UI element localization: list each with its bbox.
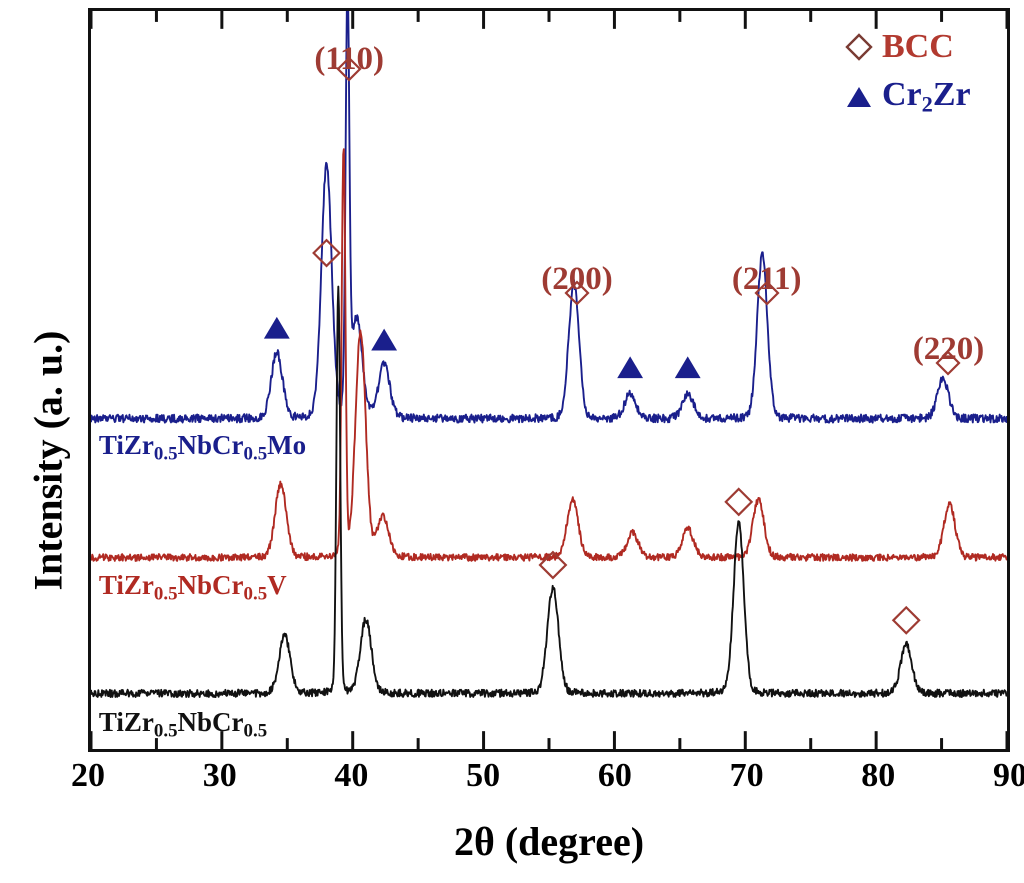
open-diamond-icon [538, 550, 568, 580]
filled-triangle-icon [371, 328, 398, 351]
x-tick-label: 30 [202, 757, 237, 794]
filled-triangle-icon [263, 316, 290, 339]
xrd-curve [91, 148, 1007, 562]
legend-label-bcc: BCC [882, 28, 954, 65]
open-diamond-icon [312, 238, 342, 268]
curve-label: TiZr0.5NbCr0.5 [98, 707, 268, 742]
miller-index-label: (220) [912, 331, 985, 367]
x-tick-label: 80 [861, 757, 896, 794]
x-tick-label: 90 [993, 757, 1024, 794]
open-diamond-icon [724, 487, 754, 517]
xrd-curve [91, 11, 1007, 424]
legend-label-cr2zr: Cr2Zr [882, 76, 971, 117]
x-tick-label: 50 [466, 757, 501, 794]
filled-triangle-icon [617, 356, 644, 379]
legend-item-cr2zr: Cr2Zr [836, 72, 1016, 122]
curve-label: TiZr0.5NbCr0.5Mo [98, 430, 307, 465]
x-tick-label: 40 [334, 757, 369, 794]
open-diamond-icon [336, 56, 362, 87]
legend-item-bcc: BCC [836, 22, 1016, 72]
plot-area: TiZr0.5NbCr0.5Mo TiZr0.5NbCr0.5V TiZr0.5Nb… [88, 8, 1010, 752]
open-diamond-icon [564, 280, 590, 311]
filled-triangle-icon [674, 356, 701, 379]
legend: BCC Cr2Zr [836, 22, 1016, 122]
x-axis-label: 2θ (degree) [453, 819, 645, 864]
filled-triangle-icon [836, 82, 882, 112]
xrd-curves [91, 11, 1007, 699]
phase-markers [263, 238, 921, 635]
miller-index-label: (211) [731, 261, 802, 297]
plot-svg [91, 11, 1007, 749]
open-diamond-icon [935, 350, 962, 381]
open-diamond-icon [754, 280, 780, 311]
open-diamond-icon [891, 605, 921, 635]
xrd-curve [91, 285, 1007, 699]
x-tick-label: 70 [729, 757, 764, 794]
miller-index-label: (200) [541, 261, 613, 297]
curve-label: TiZr0.5NbCr0.5V [98, 570, 287, 605]
x-tick-label: 20 [71, 757, 105, 794]
x-tick-label: 60 [597, 757, 632, 794]
axis-ticks [91, 11, 1007, 749]
y-axis-label: Intensity (a. u.) [25, 330, 71, 591]
open-diamond-icon [836, 32, 882, 62]
